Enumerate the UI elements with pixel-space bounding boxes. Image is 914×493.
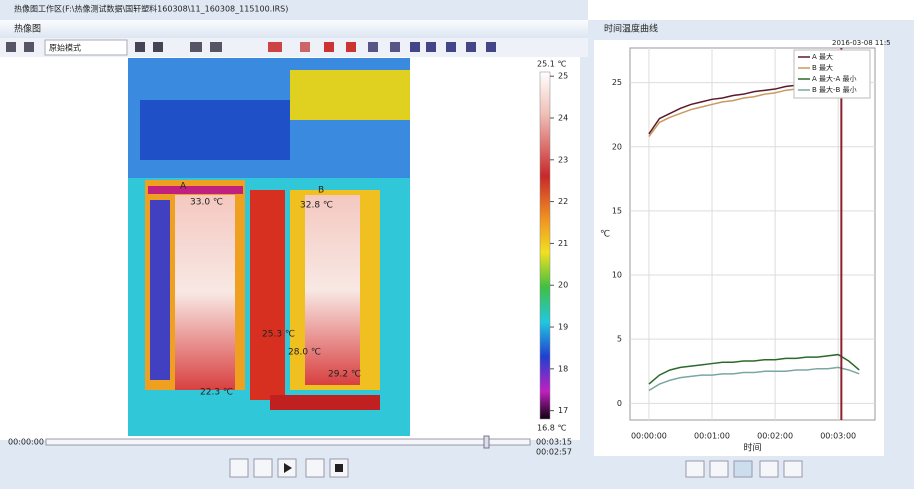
time-total: 00:03:15 bbox=[536, 438, 572, 447]
colorbar-tick-label: 24 bbox=[558, 113, 568, 122]
marker-label: B bbox=[318, 186, 324, 196]
plot-frame bbox=[629, 47, 876, 421]
temp-label: 33.0 ℃ bbox=[190, 198, 223, 208]
x-tick-label: 00:00:00 bbox=[631, 432, 667, 441]
legend-entry: A 最大 bbox=[812, 52, 833, 61]
legend-entry: A 最大-A 最小 bbox=[812, 74, 857, 83]
mode-dropdown[interactable] bbox=[44, 39, 128, 56]
colorbar-tick-label: 25 bbox=[558, 72, 568, 81]
chart-area bbox=[594, 40, 884, 456]
chart-buttons[interactable] bbox=[685, 460, 803, 478]
x-tick-label: 00:03:00 bbox=[820, 432, 856, 441]
y-tick-label: 0 bbox=[617, 399, 622, 408]
colorbar-tick-label: 20 bbox=[558, 281, 568, 290]
y-tick-label: 15 bbox=[612, 206, 622, 215]
colorbar-tick-label: 21 bbox=[558, 239, 568, 248]
y-tick-label: 20 bbox=[612, 142, 622, 151]
y-axis-label: ℃ bbox=[600, 230, 610, 240]
chart: 0 5 10 15 20 25 00:00:00 00:01:00 00:02:00 00:03:… bbox=[600, 39, 891, 454]
y-tick-label: 25 bbox=[612, 78, 622, 87]
series-line bbox=[648, 353, 860, 385]
mode-label: 原始模式 bbox=[49, 43, 81, 53]
colorbar bbox=[539, 71, 551, 420]
toolbar bbox=[0, 38, 588, 57]
y-tick-label: 5 bbox=[617, 335, 622, 344]
y-tick-label: 10 bbox=[612, 271, 622, 280]
timeline[interactable] bbox=[45, 438, 531, 446]
time-current: 00:02:57 bbox=[536, 448, 572, 457]
chart-annotation: 2016-03-08 11:5 bbox=[832, 39, 891, 47]
series-line bbox=[648, 366, 860, 392]
marker-label: A bbox=[180, 182, 187, 192]
colorbar-tick-label: 19 bbox=[558, 323, 568, 332]
image-markers: A B 33.0 ℃ 32.8 ℃ 25.3 ℃ 28.0 ℃ 22.3 ℃ 2… bbox=[180, 182, 361, 398]
time-start: 00:00:00 bbox=[8, 438, 44, 447]
x-tick-label: 00:02:00 bbox=[757, 432, 793, 441]
temp-label: 32.8 ℃ bbox=[300, 201, 333, 211]
timeline-thumb[interactable] bbox=[483, 435, 490, 449]
panel-title: 热像图 bbox=[14, 23, 41, 35]
legend-entry: B 最大 bbox=[812, 63, 833, 72]
x-axis-label: 时间 bbox=[743, 442, 761, 454]
playback-controls[interactable] bbox=[229, 458, 349, 478]
window-title: 热像图工作区(F:\热像测试数据\国轩塑料160308\11_160308_11… bbox=[14, 4, 288, 14]
toolbar-icons[interactable] bbox=[6, 42, 496, 52]
temp-label: 22.3 ℃ bbox=[200, 388, 233, 398]
temp-label: 25.3 ℃ bbox=[262, 330, 295, 340]
colorbar-tick-label: 17 bbox=[558, 406, 568, 415]
colorbar-max: 25.1 ℃ bbox=[537, 60, 566, 69]
x-tick-label: 00:01:00 bbox=[694, 432, 730, 441]
panel-header bbox=[0, 20, 588, 38]
colorbar-tick-label: 18 bbox=[558, 364, 568, 373]
temp-label: 29.2 ℃ bbox=[328, 370, 361, 380]
colorbar-tick-label: 22 bbox=[558, 197, 568, 206]
legend-entry: B 最大-B 最小 bbox=[812, 85, 857, 94]
thermal-image bbox=[128, 58, 410, 436]
colorbar-ticks: 17 18 19 20 21 22 23 24 25 bbox=[550, 72, 568, 415]
colorbar-min: 16.8 ℃ bbox=[537, 424, 566, 433]
chart-panel-title: 时间温度曲线 bbox=[604, 23, 658, 35]
colorbar-tick-label: 23 bbox=[558, 155, 568, 164]
temp-label: 28.0 ℃ bbox=[288, 348, 321, 358]
